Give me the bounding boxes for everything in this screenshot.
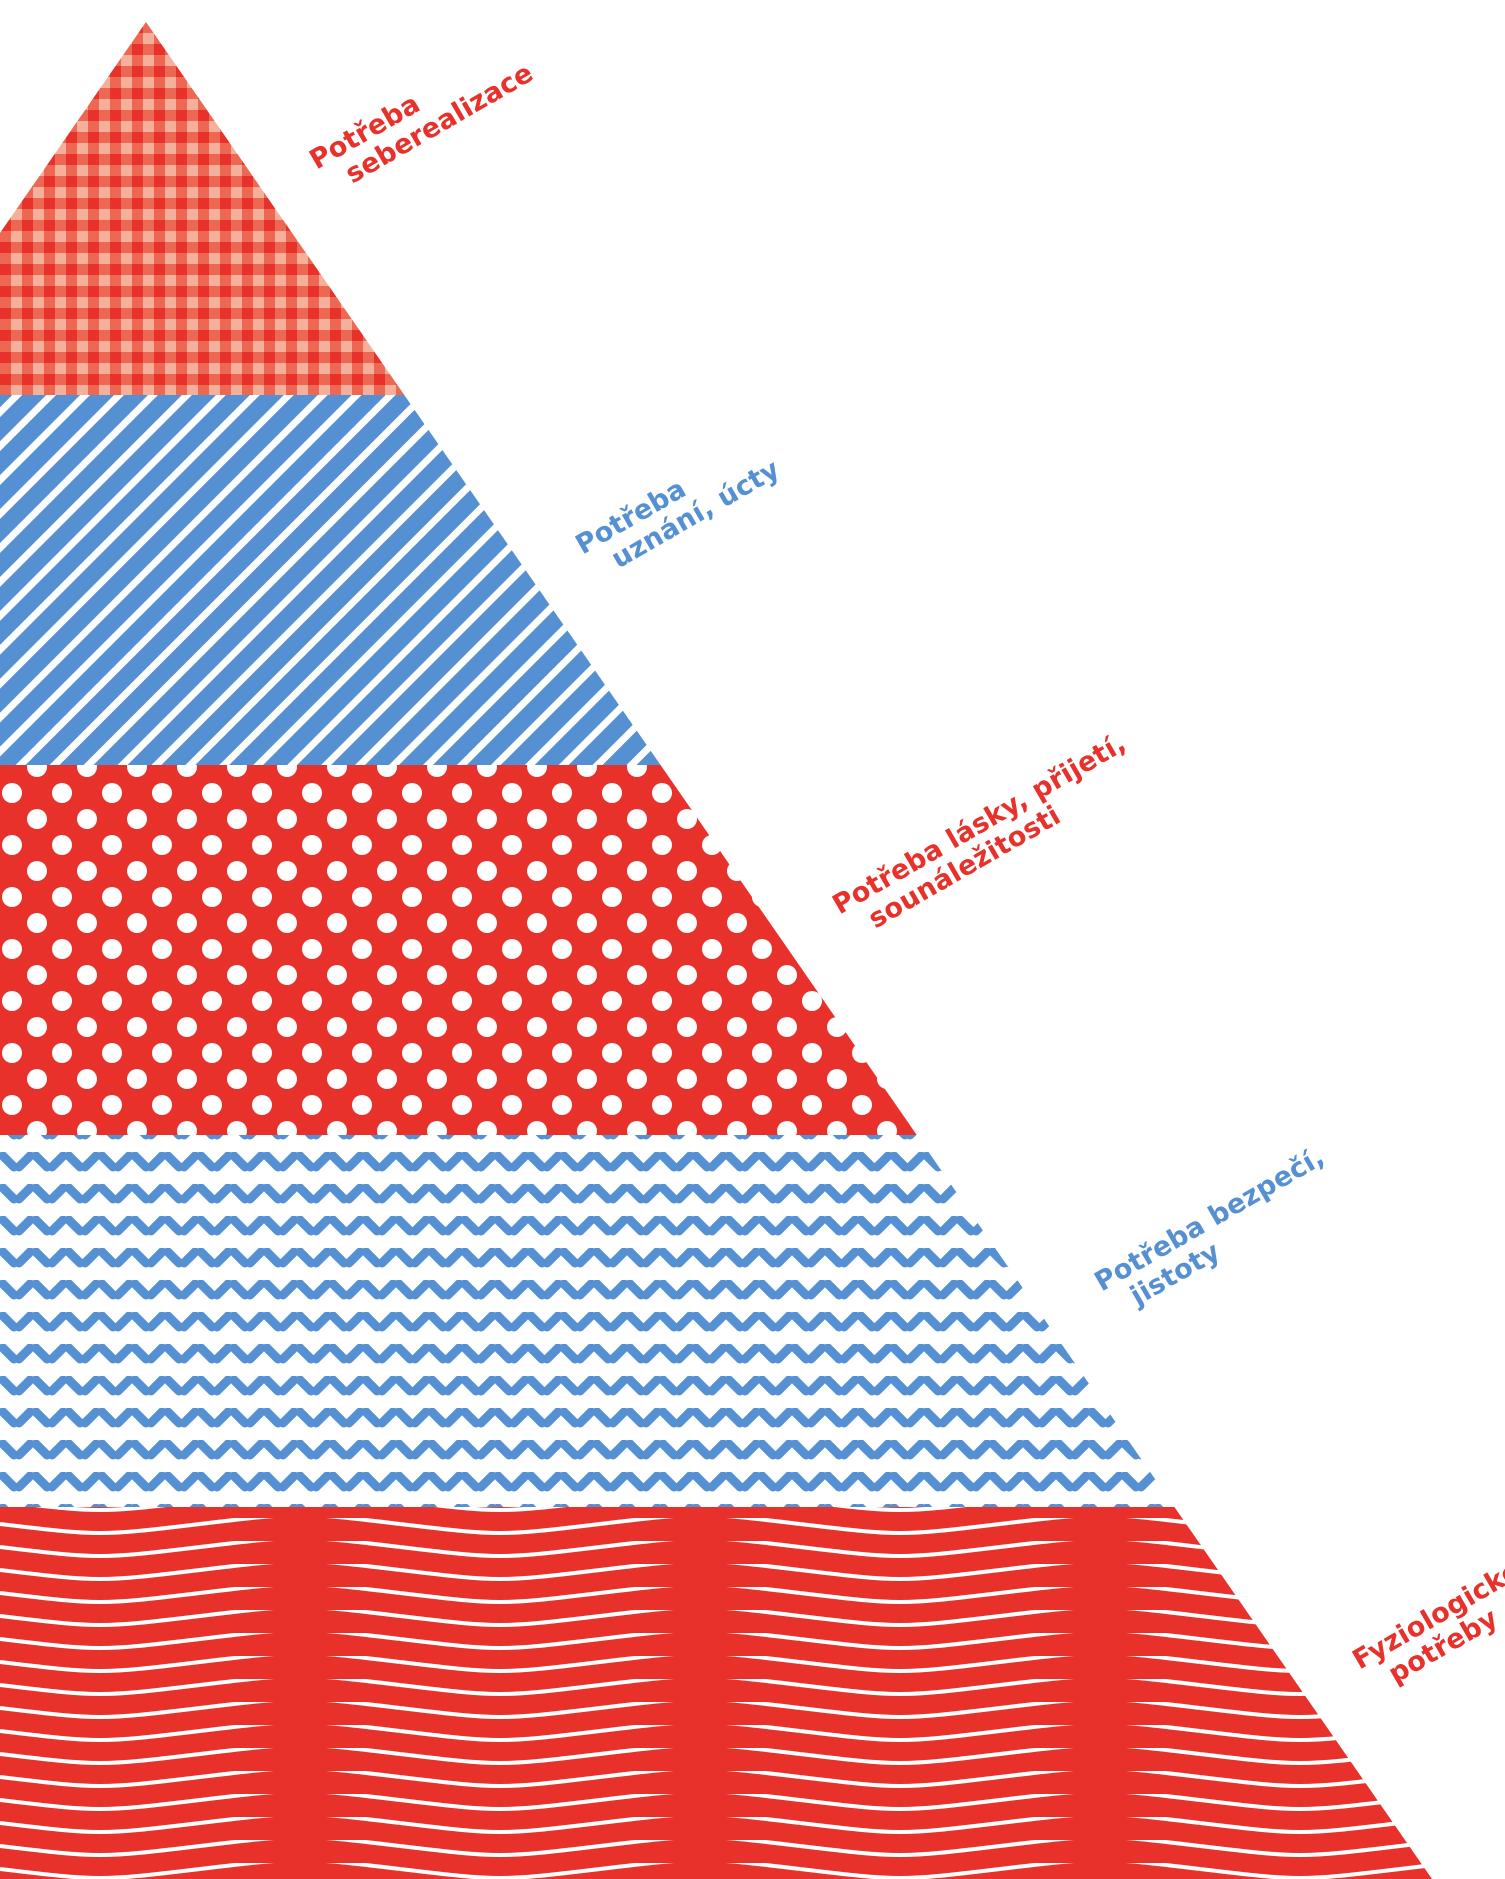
tier-self-actualization [0, 22, 1432, 395]
tier-physiological [0, 1507, 1432, 1879]
tier-love-belonging [0, 765, 1432, 1135]
